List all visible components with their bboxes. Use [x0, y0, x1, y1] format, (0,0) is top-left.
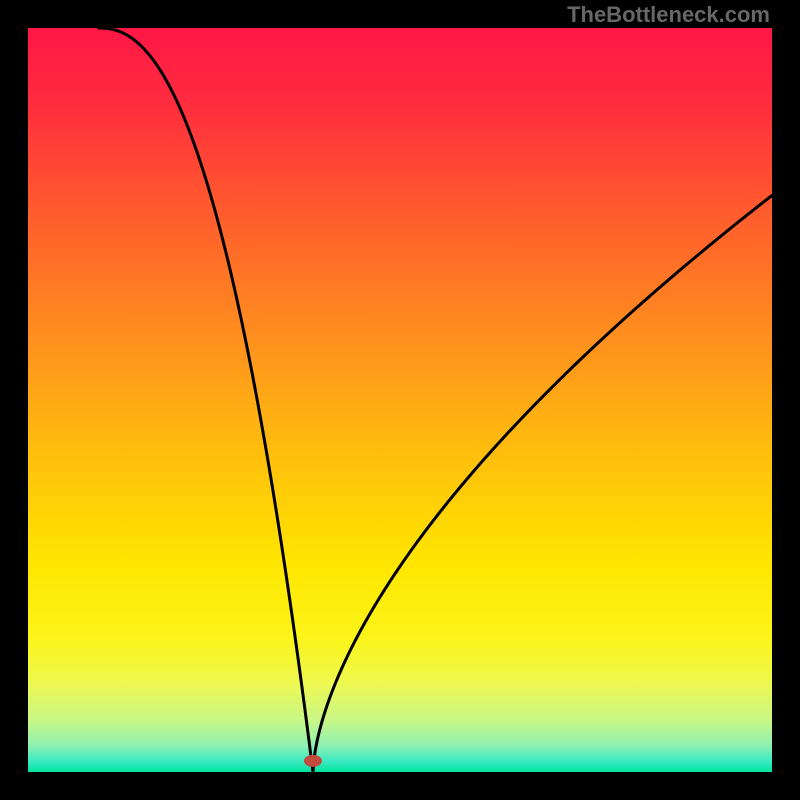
chart-frame: { "watermark": { "text": "TheBottleneck.…	[0, 0, 800, 800]
gradient-background	[28, 28, 772, 772]
optimal-point-marker	[304, 755, 322, 767]
bottleneck-chart	[28, 28, 772, 772]
watermark-text: TheBottleneck.com	[567, 2, 770, 28]
